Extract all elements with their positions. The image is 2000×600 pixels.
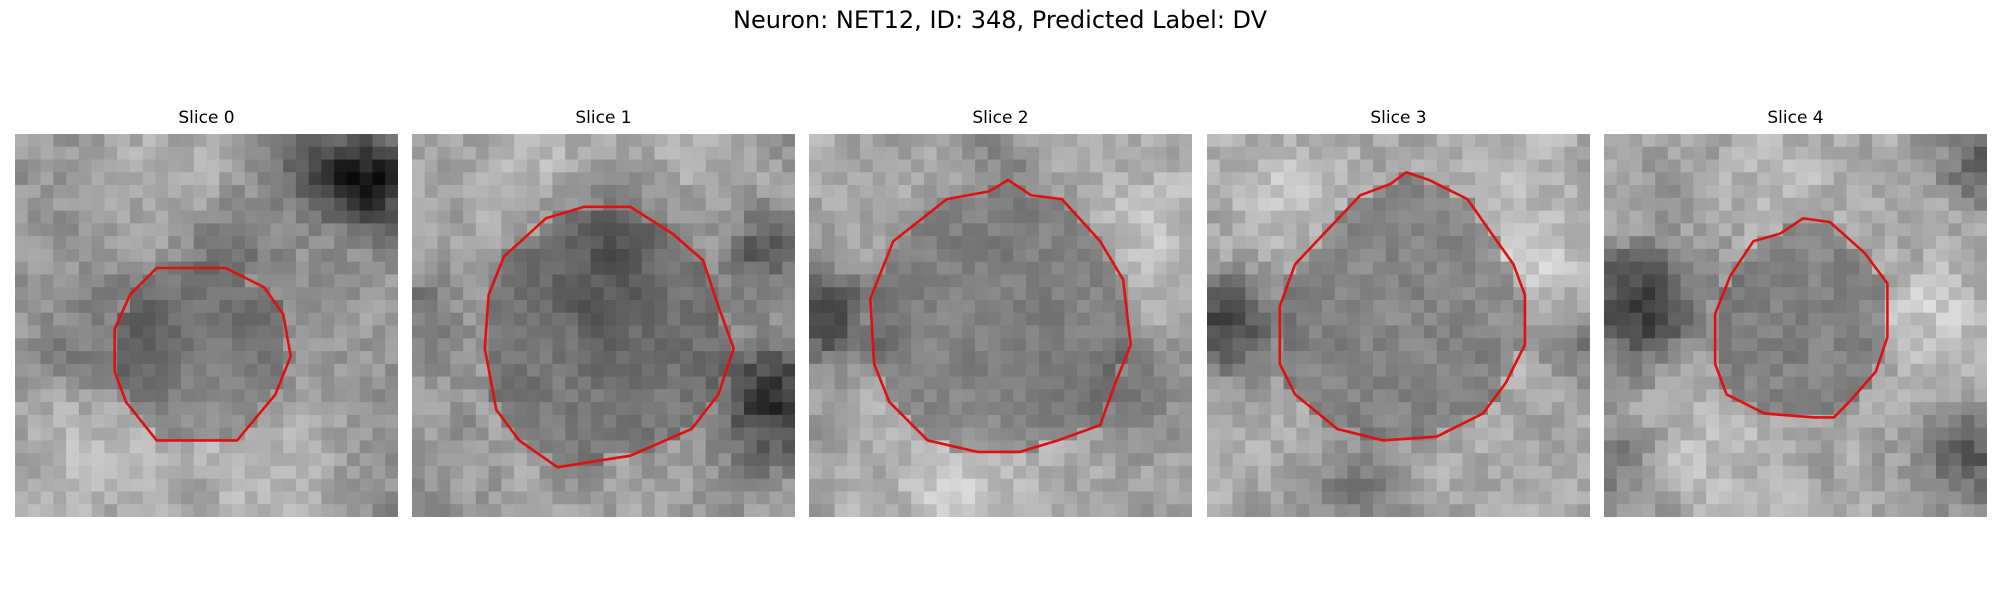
- slice-title: Slice 3: [1370, 108, 1427, 128]
- cell-contour: [868, 178, 1133, 454]
- slice-image: [15, 134, 398, 517]
- cell-contour: [113, 266, 293, 442]
- slice-title: Slice 2: [972, 108, 1029, 128]
- cell-contour: [1713, 216, 1889, 419]
- slice-image: [1207, 134, 1590, 517]
- slice-image: [809, 134, 1192, 517]
- slice-image: [1604, 134, 1987, 517]
- slice-title: Slice 4: [1767, 108, 1824, 128]
- cell-contour: [483, 205, 736, 469]
- cell-contour: [1278, 170, 1527, 442]
- slice-title: Slice 0: [178, 108, 235, 128]
- slice-image: [412, 134, 795, 517]
- slice-title: Slice 1: [575, 108, 632, 128]
- figure-title: Neuron: NET12, ID: 348, Predicted Label:…: [732, 6, 1268, 34]
